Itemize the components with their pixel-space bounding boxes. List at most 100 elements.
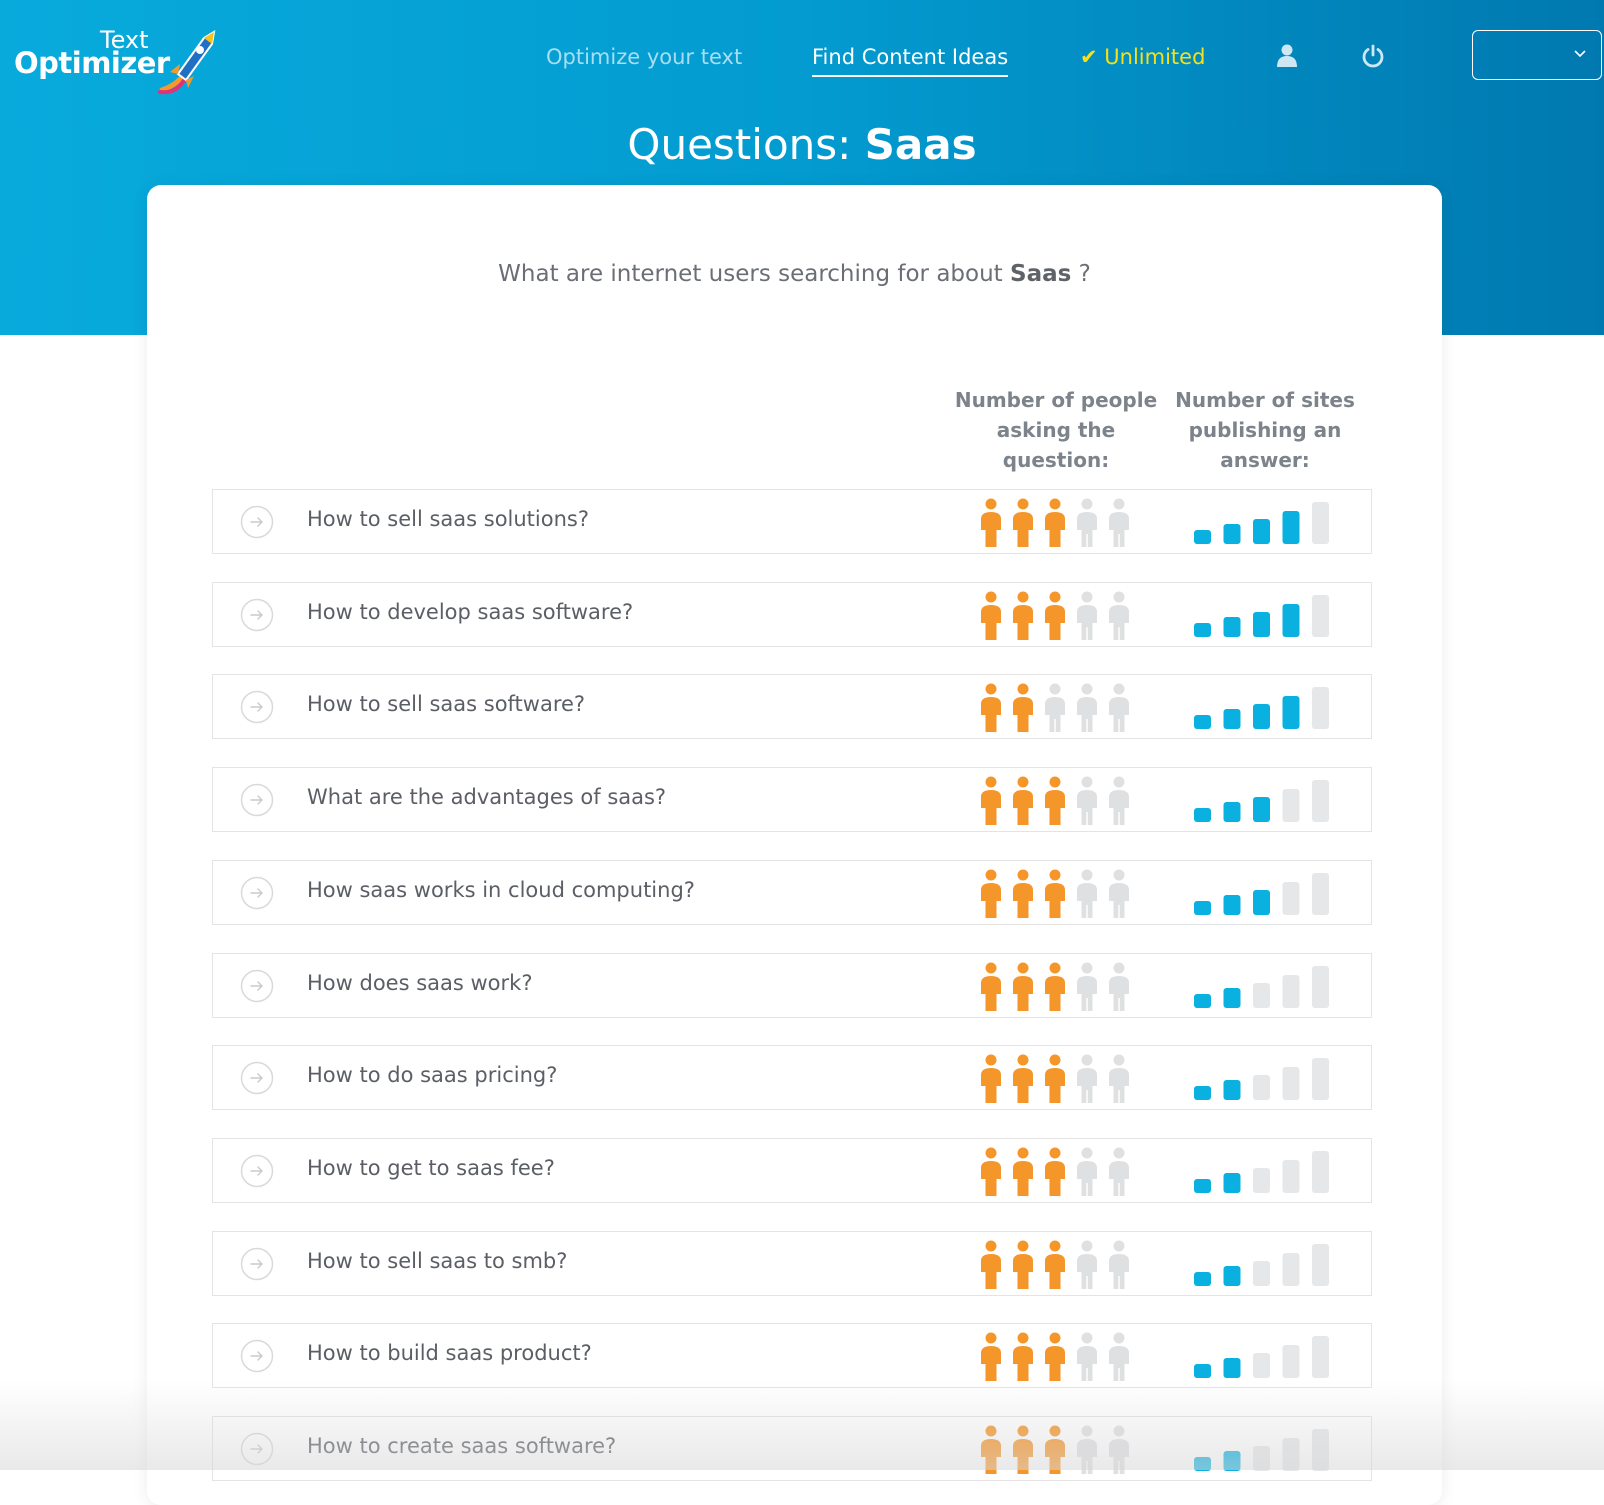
site-bar-filled [1194, 1457, 1211, 1471]
subtitle-keyword: Saas [1010, 261, 1072, 287]
site-bar-filled [1223, 709, 1241, 730]
site-bar-empty [1312, 780, 1329, 823]
question-row[interactable]: How to develop saas software? [212, 581, 1372, 647]
person-icon-empty [1077, 1147, 1097, 1196]
person-icon-empty [1109, 1240, 1129, 1289]
site-bar-empty [1282, 974, 1300, 1008]
person-icon-filled [1045, 1425, 1065, 1474]
person-icon-empty [1077, 776, 1097, 826]
people-rating [981, 869, 1129, 918]
person-icon-filled [981, 1054, 1001, 1104]
question-row[interactable]: How saas works in cloud computing? [212, 859, 1372, 925]
question-row[interactable]: How to get to saas fee? [212, 1137, 1372, 1203]
question-text: How to build saas product? [307, 1341, 592, 1366]
site-bar-filled [1194, 993, 1211, 1008]
person-icon-filled [981, 962, 1001, 1011]
site-bar-empty [1253, 1260, 1270, 1286]
person-icon-empty [1045, 683, 1065, 733]
person-icon-empty [1077, 1425, 1097, 1474]
arrow-right-circle-icon[interactable] [240, 876, 274, 910]
question-row[interactable]: How does saas work? [212, 952, 1372, 1018]
person-icon-filled [1013, 962, 1033, 1011]
user-icon[interactable] [1276, 44, 1298, 72]
site-bar-filled [1223, 616, 1241, 637]
person-icon-filled [1045, 1240, 1065, 1289]
site-bar-filled [1223, 894, 1241, 915]
text-optimizer-logo[interactable]: Text Optimizer [12, 22, 222, 100]
site-bar-filled [1282, 696, 1300, 730]
arrow-right-circle-icon[interactable] [240, 1061, 274, 1095]
question-text: What are the advantages of saas? [307, 785, 667, 810]
sites-bar-rating [1194, 780, 1329, 823]
site-bar-filled [1253, 797, 1270, 823]
site-bar-empty [1282, 1067, 1300, 1101]
question-text: How to do saas pricing? [307, 1063, 558, 1088]
subtitle-suffix: ? [1071, 261, 1091, 287]
site-bar-filled [1253, 889, 1270, 915]
question-row[interactable]: What are the advantages of saas? [212, 767, 1372, 833]
person-icon-empty [1077, 498, 1097, 547]
arrow-right-circle-icon[interactable] [240, 1247, 274, 1281]
arrow-right-circle-icon[interactable] [240, 1339, 274, 1373]
logo-text-word: Text [100, 26, 149, 54]
power-icon[interactable] [1361, 44, 1385, 72]
site-bar-filled [1253, 704, 1270, 730]
arrow-right-circle-icon[interactable] [240, 783, 274, 817]
person-icon-filled [981, 1332, 1001, 1382]
arrow-right-circle-icon[interactable] [240, 690, 274, 724]
person-icon-filled [1013, 498, 1033, 547]
nav-optimize-your-text[interactable]: Optimize your text [546, 45, 743, 69]
person-icon-filled [981, 869, 1001, 918]
person-icon-empty [1109, 498, 1129, 547]
person-icon-empty [1077, 591, 1097, 640]
arrow-right-circle-icon[interactable] [240, 1154, 274, 1188]
site-bar-filled [1194, 1271, 1211, 1286]
person-icon-filled [1045, 1054, 1065, 1104]
person-icon-empty [1077, 1054, 1097, 1104]
person-icon-filled [981, 498, 1001, 547]
people-rating [981, 1054, 1129, 1104]
person-icon-empty [1109, 591, 1129, 640]
question-row[interactable]: How to create saas software? [212, 1416, 1372, 1481]
page-title: Questions: Saas [0, 120, 1604, 169]
site-bar-filled [1223, 802, 1241, 823]
nav-find-content-ideas[interactable]: Find Content Ideas [812, 42, 1009, 77]
rocket-icon [158, 30, 216, 95]
site-bar-empty [1253, 1075, 1270, 1101]
question-row[interactable]: How to sell saas solutions? [212, 489, 1372, 554]
site-bar-empty [1282, 1159, 1300, 1193]
question-text: How to develop saas software? [307, 599, 634, 624]
question-row[interactable]: How to build saas product? [212, 1323, 1372, 1389]
person-icon-empty [1109, 1054, 1129, 1104]
question-row[interactable]: How to do saas pricing? [212, 1045, 1372, 1111]
site-bar-filled [1194, 622, 1211, 637]
sites-bar-rating [1194, 1429, 1329, 1471]
question-row[interactable]: How to sell saas to smb? [212, 1230, 1372, 1296]
sites-bar-rating [1194, 1150, 1329, 1193]
arrow-right-circle-icon[interactable] [240, 1432, 274, 1466]
question-text: How saas works in cloud computing? [307, 877, 695, 902]
person-icon-empty [1109, 776, 1129, 826]
sites-bar-rating [1194, 1058, 1329, 1101]
person-icon-filled [1013, 776, 1033, 826]
nav-unlimited-status[interactable]: ✔ Unlimited [1080, 45, 1206, 69]
chevron-down-icon [1574, 50, 1586, 58]
questions-card: What are internet users searching for ab… [147, 185, 1442, 1505]
site-bar-empty [1253, 1167, 1270, 1193]
site-bar-filled [1253, 611, 1270, 637]
site-bar-filled [1223, 1172, 1241, 1193]
page-title-prefix: Questions: [627, 120, 865, 169]
arrow-right-circle-icon[interactable] [240, 505, 274, 539]
question-row[interactable]: How to sell saas software? [212, 674, 1372, 740]
site-bar-filled [1223, 524, 1241, 544]
people-column-header: Number of people asking the question: [954, 388, 1158, 472]
person-icon-empty [1109, 869, 1129, 918]
arrow-right-circle-icon[interactable] [240, 598, 274, 632]
language-select[interactable] [1472, 30, 1602, 80]
site-bar-filled [1223, 1358, 1241, 1379]
person-icon-empty [1109, 1147, 1129, 1196]
sites-bar-rating [1194, 872, 1329, 915]
arrow-right-circle-icon[interactable] [240, 969, 274, 1003]
sites-bar-rating [1194, 1336, 1329, 1379]
person-icon-filled [1013, 1332, 1033, 1382]
